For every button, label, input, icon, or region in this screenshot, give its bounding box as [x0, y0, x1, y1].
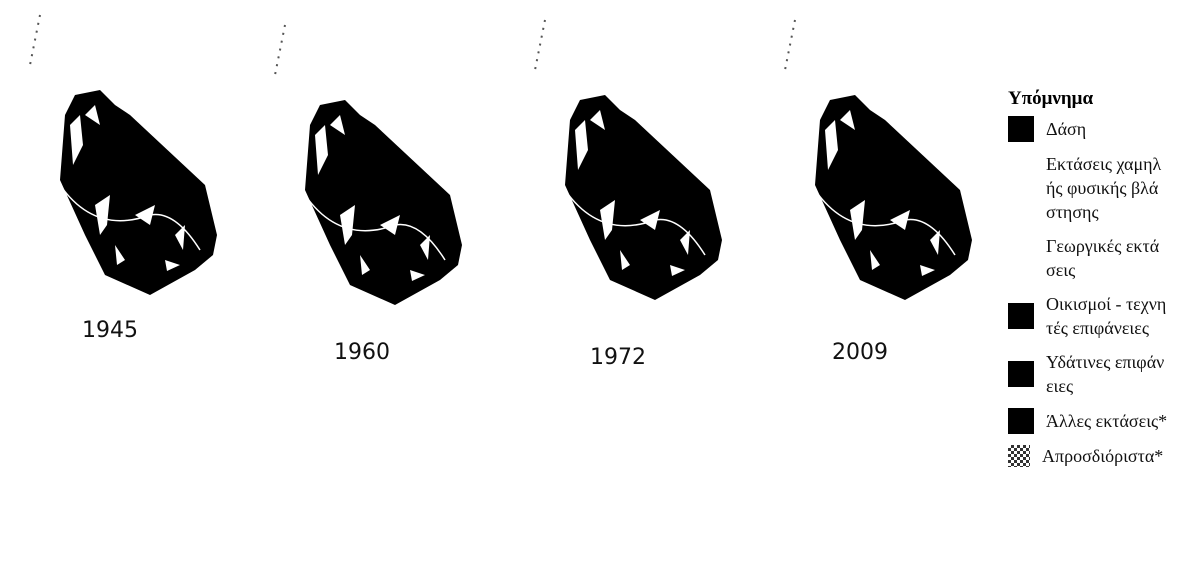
legend-swatch — [1008, 116, 1034, 142]
map-1960 — [274, 24, 463, 306]
legend-item: Οικισμοί - τεχνητές επιφάνειες — [1008, 292, 1178, 340]
legend-item: Δάση — [1008, 116, 1178, 142]
map-1972 — [534, 19, 723, 301]
legend-swatch — [1008, 408, 1034, 434]
legend-label: Εκτάσεις χαμηλής φυσικής βλάστησης — [1046, 154, 1162, 222]
legend: Υπόμνημα Δάση Εκτάσεις χαμηλής φυσικής βλ… — [1008, 88, 1178, 478]
legend-item: Εκτάσεις χαμηλής φυσικής βλάστησης — [1008, 152, 1178, 224]
map-year: 1945 — [82, 318, 138, 343]
maps — [29, 14, 973, 306]
legend-items: Δάση Εκτάσεις χαμηλής φυσικής βλάστησης Γε… — [1008, 116, 1178, 468]
legend-label: Υδάτινες επιφάνειες — [1046, 352, 1165, 396]
legend-label: Δάση — [1046, 119, 1087, 139]
legend-swatch — [1008, 445, 1030, 467]
legend-swatch — [1008, 245, 1034, 271]
map-2009 — [784, 19, 973, 301]
map-year: 2009 — [832, 340, 888, 365]
legend-item: Άλλες εκτάσεις* — [1008, 408, 1178, 434]
legend-swatch — [1008, 303, 1034, 329]
legend-item: Γεωργικές εκτάσεις — [1008, 234, 1178, 282]
map-1945 — [29, 14, 218, 296]
legend-item: Υδάτινες επιφάνειες — [1008, 350, 1178, 398]
map-year: 1960 — [334, 340, 390, 365]
legend-label: Απροσδιόριστα* — [1042, 446, 1164, 466]
legend-label: Οικισμοί - τεχνητές επιφάνειες — [1046, 294, 1167, 338]
legend-label: Γεωργικές εκτάσεις — [1046, 236, 1160, 280]
legend-title: Υπόμνημα — [1008, 88, 1094, 109]
legend-label: Άλλες εκτάσεις* — [1046, 411, 1168, 431]
legend-item: Απροσδιόριστα* — [1008, 444, 1178, 468]
legend-swatch — [1008, 175, 1034, 201]
legend-swatch — [1008, 361, 1034, 387]
map-year: 1972 — [590, 345, 646, 370]
